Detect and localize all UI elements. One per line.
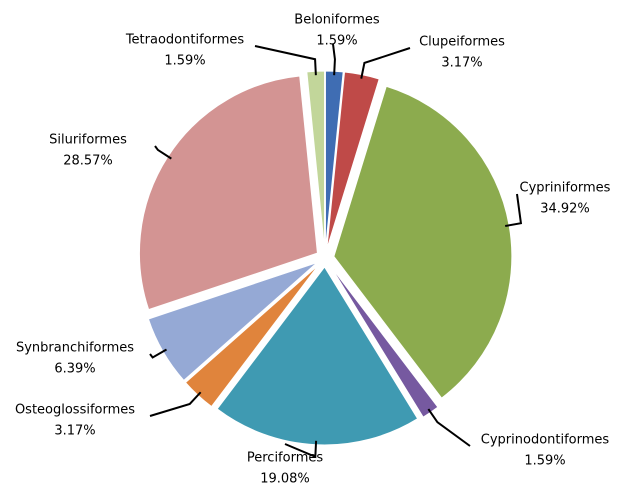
slice-label: Beloniformes [294,13,380,28]
slice-label: Osteoglossiformes [15,403,135,418]
leader-line [154,145,172,160]
slice-value-label: 28.57% [63,154,113,169]
slice-label: Clupeiformes [419,35,505,50]
leader-line [149,348,168,359]
slice-value-label: 19.08% [260,472,310,487]
slice-value-label: 1.59% [524,454,565,469]
leader-line [149,391,202,417]
slice-value-label: 3.17% [54,424,95,439]
slice-value-label: 3.17% [441,56,482,71]
leader-line [427,408,471,447]
slice-label: Siluriformes [49,133,127,148]
slice-label: Cypriniformes [520,181,611,196]
slice-value-label: 34.92% [540,202,590,217]
leader-line [505,193,523,228]
slice-value-label: 1.59% [316,34,357,49]
slice-value-label: 6.39% [54,362,95,377]
slice-label: Synbranchiformes [16,341,134,356]
leader-line [254,45,317,76]
leader-line [284,440,318,459]
leader-line [332,43,336,76]
leader-line [360,47,411,79]
slice-label: Perciformes [247,451,324,466]
slice-label: Tetraodontiformes [125,33,245,48]
slice-label: Cyprinodontiformes [481,433,610,448]
slice-value-label: 1.59% [164,54,205,69]
